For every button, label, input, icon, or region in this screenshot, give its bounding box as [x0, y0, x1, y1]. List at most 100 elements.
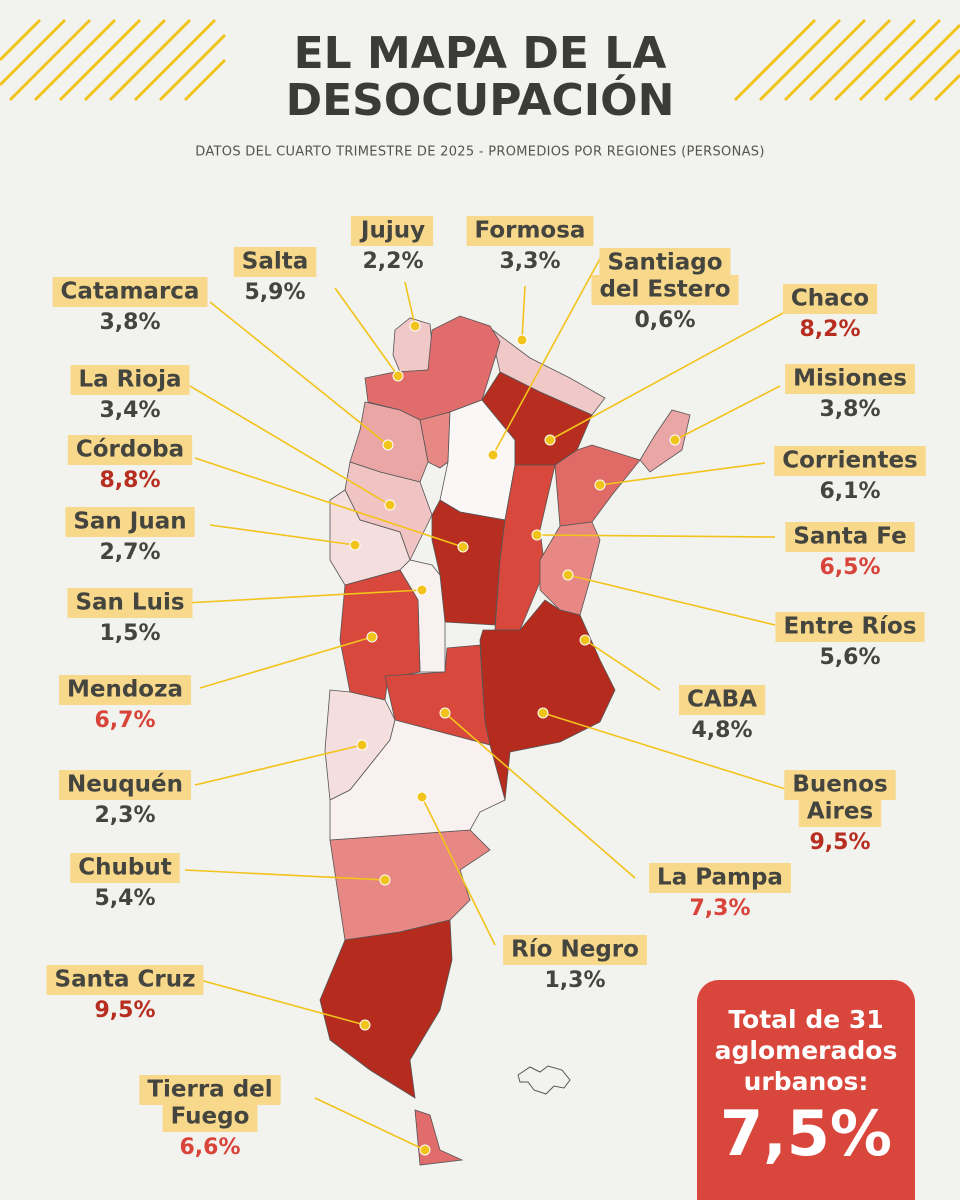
- province-dot: [382, 439, 394, 451]
- province-label: Córdoba 8,8%: [67, 435, 193, 493]
- province-label: Jujuy 2,2%: [350, 216, 434, 274]
- leader-line: [334, 287, 399, 377]
- province-value: 6,7%: [94, 708, 155, 733]
- leader-line: [314, 1097, 426, 1151]
- province-name: Santiago: [607, 250, 722, 276]
- province-shape: [639, 409, 691, 473]
- total-label: urbanos:: [744, 1067, 869, 1096]
- province-dot: [562, 569, 574, 581]
- name-highlight: [52, 277, 208, 307]
- name-highlight: [58, 675, 192, 705]
- leader-line: [542, 712, 796, 793]
- province-value: 3,3%: [499, 249, 560, 274]
- province-name: Mendoza: [67, 677, 183, 703]
- stripes: [0, 18, 960, 102]
- province-name: Aires: [807, 799, 873, 825]
- name-highlight: [649, 863, 791, 893]
- islands: [517, 1065, 571, 1095]
- province-dot: [516, 334, 528, 346]
- province-value: 1,3%: [544, 968, 605, 993]
- province-label: Neuquén 2,3%: [58, 770, 192, 828]
- province-dot: [439, 707, 451, 719]
- province-dot: [416, 791, 428, 803]
- leader-line: [209, 301, 389, 446]
- province-dot: [409, 320, 421, 332]
- total-label: Total de 31: [728, 1005, 883, 1034]
- province-dot: [457, 541, 469, 553]
- leader-line: [421, 796, 496, 946]
- province-value: 6,5%: [819, 555, 880, 580]
- province-value: 2,2%: [362, 249, 423, 274]
- title: EL MAPA DE LA: [294, 28, 667, 79]
- title: DESOCUPACIÓN: [286, 73, 675, 126]
- province-value: 5,4%: [94, 886, 155, 911]
- province-dot: [419, 1144, 431, 1156]
- total-value: 7,5%: [720, 1097, 892, 1170]
- province-name: Tierra del: [147, 1077, 272, 1103]
- province-value: 2,7%: [99, 540, 160, 565]
- province-name: Jujuy: [359, 218, 425, 244]
- province-name: Buenos: [792, 772, 887, 798]
- province-label: Catamarca 3,8%: [52, 277, 208, 335]
- province-name: Formosa: [475, 218, 586, 244]
- leader-line: [184, 869, 386, 881]
- total-box: [697, 980, 915, 1200]
- province-name: La Pampa: [657, 865, 783, 891]
- province-label: San Juan 2,7%: [65, 507, 195, 565]
- name-highlight: [70, 365, 190, 395]
- dots: [349, 320, 681, 1156]
- province-value: 6,6%: [179, 1135, 240, 1160]
- leader-line: [194, 744, 363, 786]
- leader-line: [567, 574, 776, 626]
- province-value: 8,2%: [799, 317, 860, 342]
- leader-line: [536, 534, 776, 538]
- province-shape: [329, 719, 506, 841]
- province-label: Mendoza 6,7%: [58, 675, 192, 733]
- province-name: Santa Cruz: [55, 967, 196, 993]
- leader-line: [194, 457, 464, 548]
- province-dot: [384, 499, 396, 511]
- province-name: Salta: [242, 249, 308, 275]
- province-label: Corrientes 6,1%: [774, 446, 926, 504]
- name-highlight: [58, 770, 192, 800]
- province-label: Santa Fe 6,5%: [785, 522, 915, 580]
- province-dot: [544, 434, 556, 446]
- leader-line: [521, 285, 526, 341]
- province-dot: [579, 634, 591, 646]
- name-highlight: [591, 275, 739, 305]
- name-highlight: [70, 853, 180, 883]
- leader-line: [584, 639, 661, 691]
- name-highlight: [350, 216, 434, 246]
- province-dot: [359, 1019, 371, 1031]
- name-highlight: [798, 797, 882, 827]
- name-highlight: [67, 588, 193, 618]
- province-name: Catamarca: [61, 279, 200, 305]
- province-name: La Rioja: [79, 367, 182, 393]
- province-name: Neuquén: [67, 772, 183, 798]
- name-highlight: [599, 248, 731, 278]
- subtitle: DATOS DEL CUARTO TRIMESTRE DE 2025 - PRO…: [195, 145, 764, 160]
- province-dot: [669, 434, 681, 446]
- province-dot: [366, 631, 378, 643]
- province-name: Chubut: [78, 855, 171, 881]
- province-name: Río Negro: [511, 937, 639, 963]
- leader-line: [199, 979, 366, 1026]
- leader-line: [189, 385, 391, 506]
- province-label: Misiones 3,8%: [785, 364, 915, 422]
- province-dot: [537, 707, 549, 719]
- leader-line: [199, 636, 373, 689]
- name-highlight: [678, 685, 766, 715]
- name-highlight: [503, 935, 647, 965]
- province-label: San Luis 1,5%: [67, 588, 193, 646]
- leader-line: [444, 712, 636, 879]
- province-value: 0,6%: [634, 308, 695, 333]
- province-value: 3,4%: [99, 398, 160, 423]
- province-value: 8,8%: [99, 468, 160, 493]
- province-name: San Luis: [75, 590, 184, 616]
- name-highlight: [67, 435, 193, 465]
- province-label: Entre Ríos 5,6%: [775, 612, 925, 670]
- province-name: Corrientes: [782, 448, 918, 474]
- name-highlight: [785, 364, 915, 394]
